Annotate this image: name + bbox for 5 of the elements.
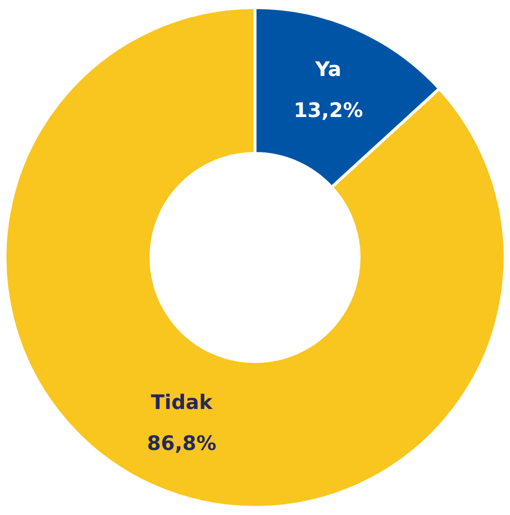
slice-label: Tidak	[150, 390, 214, 414]
data-label: 86,8%	[146, 431, 216, 456]
data-label: 13,2%	[294, 98, 364, 122]
donut-slice	[4, 6, 506, 509]
slice-label: Ya	[314, 56, 342, 81]
